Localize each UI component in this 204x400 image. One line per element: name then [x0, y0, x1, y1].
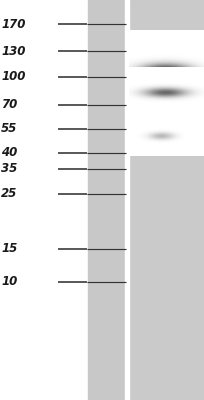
Text: 130: 130	[1, 45, 25, 58]
Text: 35: 35	[1, 162, 17, 175]
Bar	[88, 0, 125, 400]
Text: 15: 15	[1, 242, 17, 255]
Text: 25: 25	[1, 187, 17, 200]
Text: 70: 70	[1, 98, 17, 111]
Text: 100: 100	[1, 70, 25, 83]
Text: 55: 55	[1, 122, 17, 135]
Bar	[125, 0, 129, 400]
Text: 10: 10	[1, 275, 17, 288]
Bar	[129, 0, 203, 400]
Text: 40: 40	[1, 146, 17, 159]
Text: 170: 170	[1, 18, 25, 30]
